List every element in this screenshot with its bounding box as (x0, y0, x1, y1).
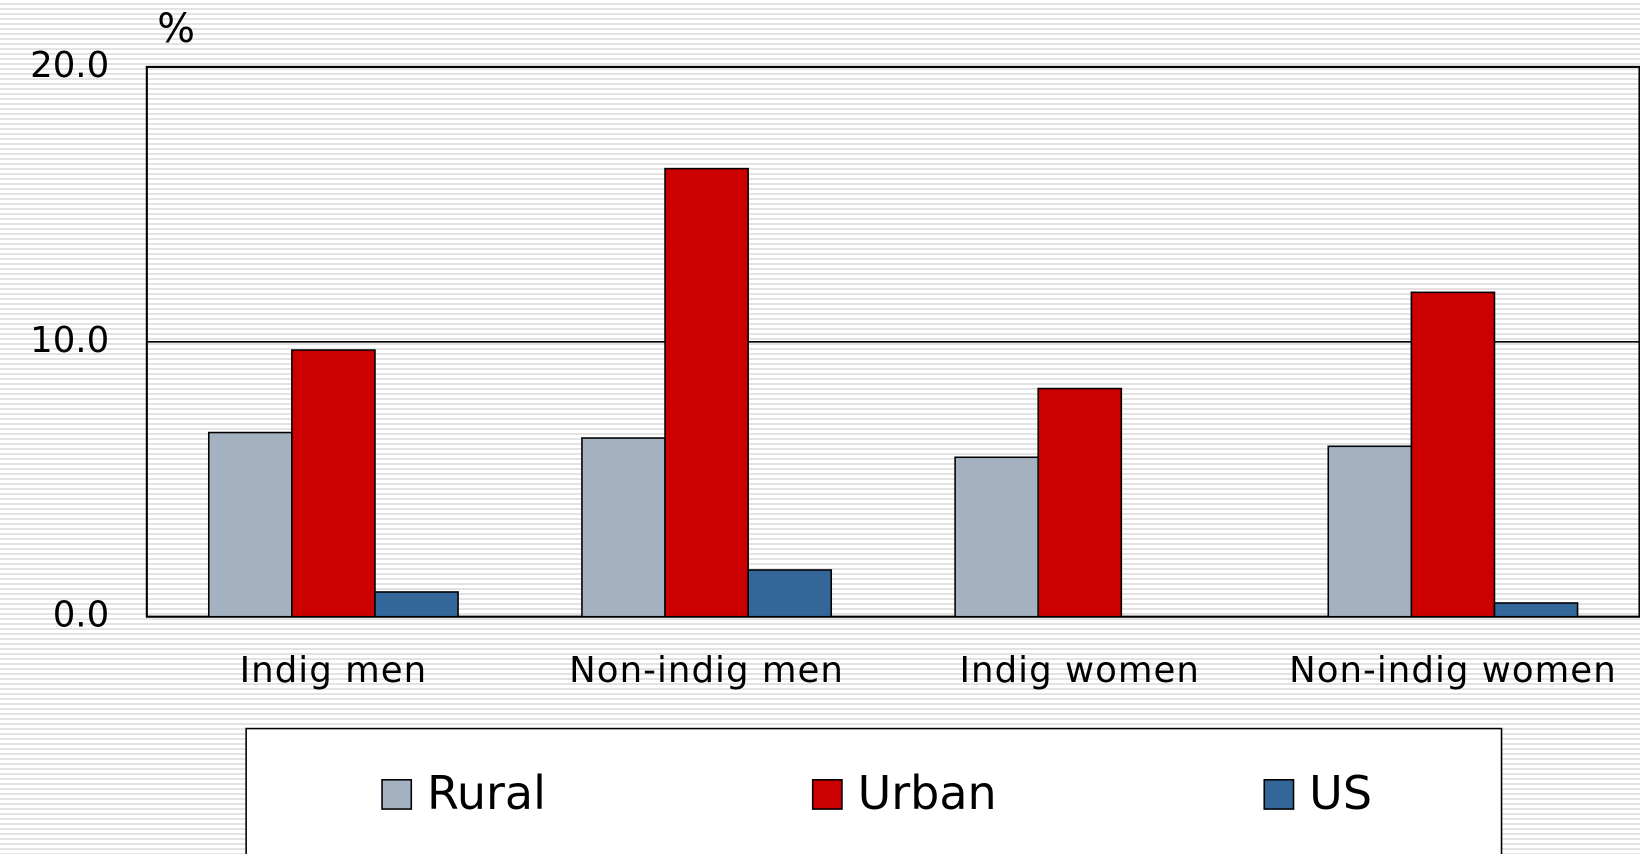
legend-label: US (1309, 766, 1372, 820)
bar (1327, 445, 1413, 618)
y-tick-label: 10.0 (30, 320, 109, 361)
legend-label: Rural (427, 766, 546, 820)
bar (1410, 291, 1496, 618)
x-tick-label: Non-indig men (569, 650, 844, 691)
legend-swatch (811, 779, 843, 810)
x-tick-label: Indig women (960, 650, 1200, 691)
bar (374, 591, 459, 618)
legend-swatch (1263, 779, 1295, 810)
bar (1037, 387, 1123, 618)
bar (747, 569, 833, 618)
bar (291, 349, 376, 618)
bar (1493, 602, 1579, 618)
x-tick-label: Indig men (240, 650, 428, 691)
y-tick-label: 0.0 (53, 595, 109, 636)
bar (954, 456, 1039, 618)
legend-swatch (381, 779, 413, 810)
bar (581, 437, 666, 618)
y-axis-label: % (157, 6, 195, 52)
bar (664, 167, 749, 618)
y-tick-label: 20.0 (30, 45, 109, 86)
bar (207, 431, 293, 618)
legend-label: Urban (858, 766, 997, 820)
x-tick-label: Non-indig women (1289, 650, 1617, 691)
